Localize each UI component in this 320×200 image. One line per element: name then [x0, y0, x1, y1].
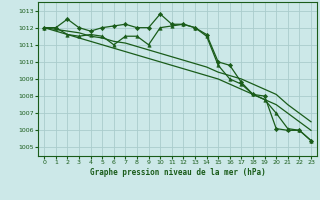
X-axis label: Graphe pression niveau de la mer (hPa): Graphe pression niveau de la mer (hPa) — [90, 168, 266, 177]
